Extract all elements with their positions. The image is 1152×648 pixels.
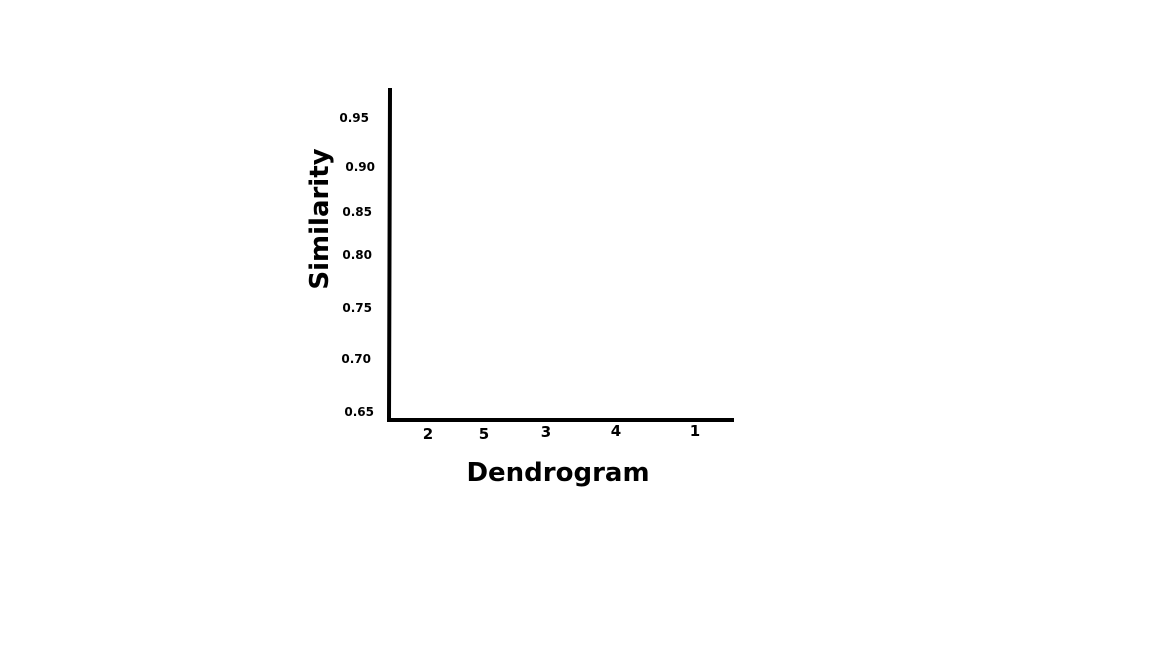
- x-axis-title: Dendrogram: [466, 458, 649, 488]
- y-axis: [386, 87, 393, 423]
- x-tick-label: 5: [479, 425, 489, 443]
- y-tick-label: 0.80: [342, 248, 372, 262]
- y-tick-label: 0.85: [342, 205, 372, 219]
- y-axis-line: [386, 87, 393, 423]
- y-tick-label: 0.90: [345, 160, 375, 174]
- x-tick-label: 4: [611, 422, 621, 440]
- y-tick-label: 0.75: [342, 301, 372, 315]
- y-tick-labels: 0.95 0.90 0.85 0.80 0.75 0.70 0.65: [339, 111, 375, 419]
- y-tick-label: 0.70: [341, 352, 371, 366]
- y-axis-title: Similarity: [305, 148, 335, 289]
- y-tick-label: 0.65: [344, 405, 374, 419]
- x-tick-label: 1: [690, 422, 700, 440]
- x-tick-labels: 2 5 3 4 1: [423, 422, 700, 443]
- x-tick-label: 3: [541, 423, 551, 441]
- y-tick-label: 0.95: [339, 111, 369, 125]
- x-tick-label: 2: [423, 425, 433, 443]
